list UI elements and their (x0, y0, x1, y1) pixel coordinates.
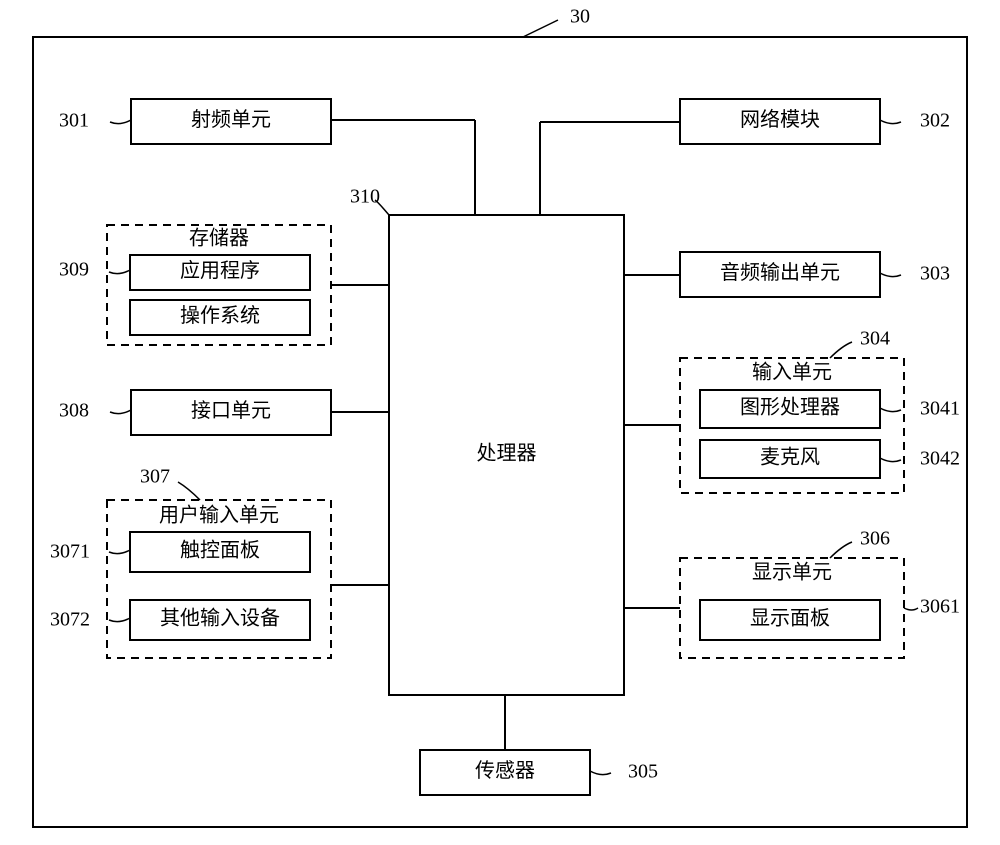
interface-unit-ref: 308 (59, 400, 89, 422)
display-unit-item-0-curl (904, 608, 918, 610)
user-input-ref: 307 (140, 466, 170, 488)
user-input-curl (178, 482, 200, 500)
input-unit-item-0-ref: 3041 (920, 398, 960, 420)
sensor-ref: 305 (628, 761, 658, 783)
network-module-ref: 302 (920, 110, 950, 132)
user-input-item-0-ref: 3071 (50, 541, 90, 563)
memory-ref: 309 (59, 259, 89, 281)
audio-output-label: 音频输出单元 (720, 261, 840, 284)
memory-item-0-label: 应用程序 (180, 259, 260, 282)
input-unit-item-1-curl (880, 458, 901, 462)
rf-unit-ref: 301 (59, 110, 89, 132)
display-unit-item-0-ref: 3061 (920, 596, 960, 618)
network-module-curl (880, 120, 901, 124)
sensor-label: 传感器 (475, 759, 535, 782)
figure-ref-label: 30 (570, 6, 590, 28)
audio-output-ref: 303 (920, 263, 950, 285)
input-unit-item-0-curl (880, 408, 901, 412)
memory-curl (109, 270, 130, 274)
architecture-diagram: 30 处理器 310 射频单元 301 存储器 309 应用程序操作系统接口单元 308 用户输入… (0, 0, 1000, 845)
rf-unit-label: 射频单元 (191, 108, 271, 131)
input-unit-ref: 304 (860, 328, 890, 350)
display-unit-ref: 306 (860, 528, 890, 550)
input-unit-item-1-label: 麦克风 (760, 446, 820, 469)
interface-unit-curl (110, 410, 131, 414)
outer-border (33, 37, 967, 827)
user-input-item-1-curl (109, 618, 130, 622)
memory-item-1-label: 操作系统 (180, 304, 260, 327)
memory-title: 存储器 (189, 227, 249, 250)
sensor-curl (590, 771, 611, 775)
input-unit-curl (830, 342, 852, 358)
input-unit-item-1-ref: 3042 (920, 448, 960, 470)
user-input-item-0-label: 触控面板 (180, 539, 260, 562)
user-input-item-1-ref: 3072 (50, 609, 90, 631)
input-unit-title: 输入单元 (752, 361, 832, 384)
processor-label: 处理器 (477, 442, 537, 465)
user-input-item-0-curl (109, 550, 130, 554)
rf-unit-curl (110, 120, 131, 124)
display-unit-title: 显示单元 (752, 561, 832, 584)
figure-ref-curl (523, 20, 558, 37)
display-unit-item-0-label: 显示面板 (750, 607, 830, 630)
user-input-item-1-label: 其他输入设备 (160, 607, 280, 630)
network-module-label: 网络模块 (740, 108, 820, 131)
interface-unit-label: 接口单元 (191, 399, 271, 422)
processor-ref: 310 (350, 186, 380, 208)
user-input-title: 用户输入单元 (159, 504, 279, 527)
audio-output-curl (880, 273, 901, 277)
display-unit-curl (830, 542, 852, 558)
input-unit-item-0-label: 图形处理器 (740, 396, 840, 419)
